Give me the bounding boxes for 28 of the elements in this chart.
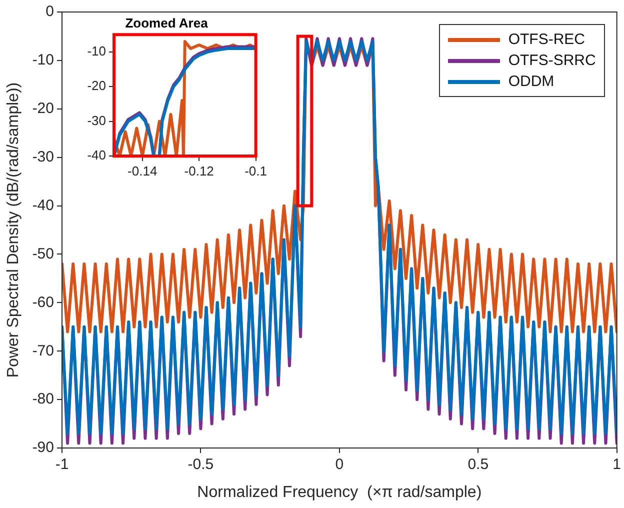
x-tick-label: -0.14 (128, 163, 158, 178)
x-tick-label: 0.5 (468, 456, 489, 474)
y-tick-label: -90 (32, 439, 54, 456)
x-tick-label: -0.1 (244, 163, 268, 178)
y-tick-label: -70 (32, 342, 54, 360)
legend-label: OTFS-SRRC (508, 52, 596, 69)
y-tick-label: -50 (32, 245, 54, 262)
y-tick-label: -40 (87, 148, 106, 163)
y-tick-label: -20 (87, 78, 106, 94)
x-tick-label: 0 (335, 456, 344, 474)
x-tick-label: 1 (612, 456, 621, 474)
y-tick-label: -60 (32, 294, 54, 311)
y-tick-label: -30 (32, 148, 54, 166)
chart-title: Zoomed Area (125, 15, 209, 30)
y-axis-title: Power Spectral Density (dB/(rad/sample)) (5, 82, 22, 378)
y-tick-label: -80 (32, 390, 54, 408)
y-tick-label: -40 (32, 196, 54, 214)
legend-label: ODDM (508, 73, 554, 90)
y-tick-label: -30 (87, 112, 106, 128)
y-tick-label: -20 (32, 100, 54, 118)
x-tick-label: -0.5 (188, 456, 214, 474)
x-axis-title: Normalized Frequency (×π rad/sample) (197, 484, 482, 501)
y-tick-label: -10 (32, 52, 54, 69)
y-tick-label: 0 (46, 3, 54, 20)
x-tick-label: -0.12 (184, 163, 214, 178)
x-tick-label: -1 (55, 456, 69, 474)
y-tick-label: -10 (87, 44, 106, 59)
legend-label: OTFS-REC (508, 31, 586, 48)
